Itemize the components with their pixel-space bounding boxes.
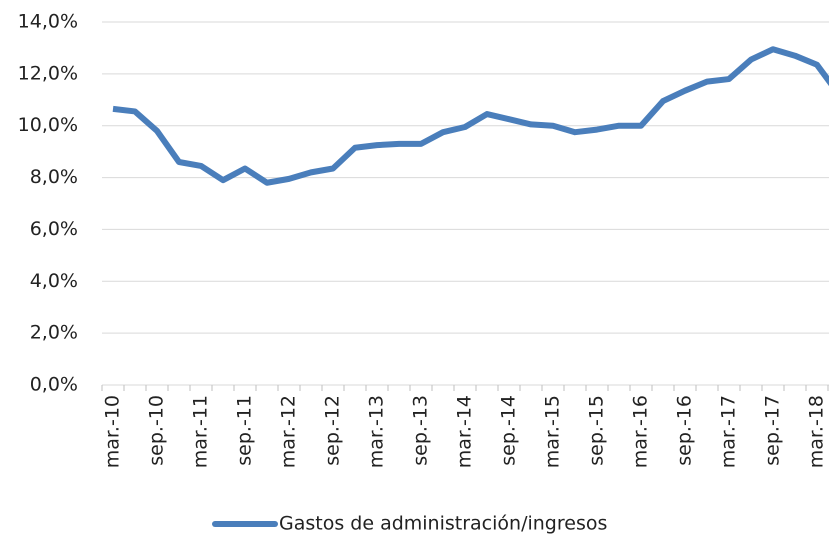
plot xyxy=(112,46,829,186)
x-tick-label: mar.-16 xyxy=(630,395,652,468)
legend-label: Gastos de administración/ingresos xyxy=(279,513,607,535)
x-tick-label: sep.-17 xyxy=(762,395,784,466)
x-tick-label: mar.-15 xyxy=(542,395,564,468)
x-tick-label: sep.-14 xyxy=(498,395,520,466)
y-tick-label: 12,0% xyxy=(18,62,78,84)
x-tick-label: sep.-15 xyxy=(586,395,608,466)
x-tick-label: mar.-17 xyxy=(718,395,740,468)
x-tick-label: sep.-16 xyxy=(674,395,696,466)
y-tick-label: 0,0% xyxy=(30,374,78,396)
y-tick-label: 8,0% xyxy=(30,166,78,188)
x-tick-label: mar.-18 xyxy=(806,395,828,468)
x-tick-label: mar.-14 xyxy=(454,395,476,468)
x-tick-label: sep.-12 xyxy=(322,395,344,466)
x-tick-label: sep.-13 xyxy=(410,395,432,466)
y-tick-label: 14,0% xyxy=(18,11,78,33)
y-tick-label: 4,0% xyxy=(30,270,78,292)
x-tick-label: mar.-11 xyxy=(190,395,212,468)
y-tick-label: 10,0% xyxy=(18,114,78,136)
data-line xyxy=(112,46,829,186)
y-tick-label: 2,0% xyxy=(30,322,78,344)
x-tick-label: mar.-13 xyxy=(366,395,388,468)
x-tick-label: mar.-10 xyxy=(102,395,124,468)
x-tick-label: sep.-10 xyxy=(146,395,168,466)
labels: 0,0% 2,0% 4,0% 6,0% 8,0% 10,0% 12,0% 14,0% mar.-… xyxy=(18,11,828,535)
x-tick-label: mar.-12 xyxy=(278,395,300,468)
y-tick-label: 6,0% xyxy=(30,218,78,240)
x-tick-label: sep.-11 xyxy=(234,395,256,466)
